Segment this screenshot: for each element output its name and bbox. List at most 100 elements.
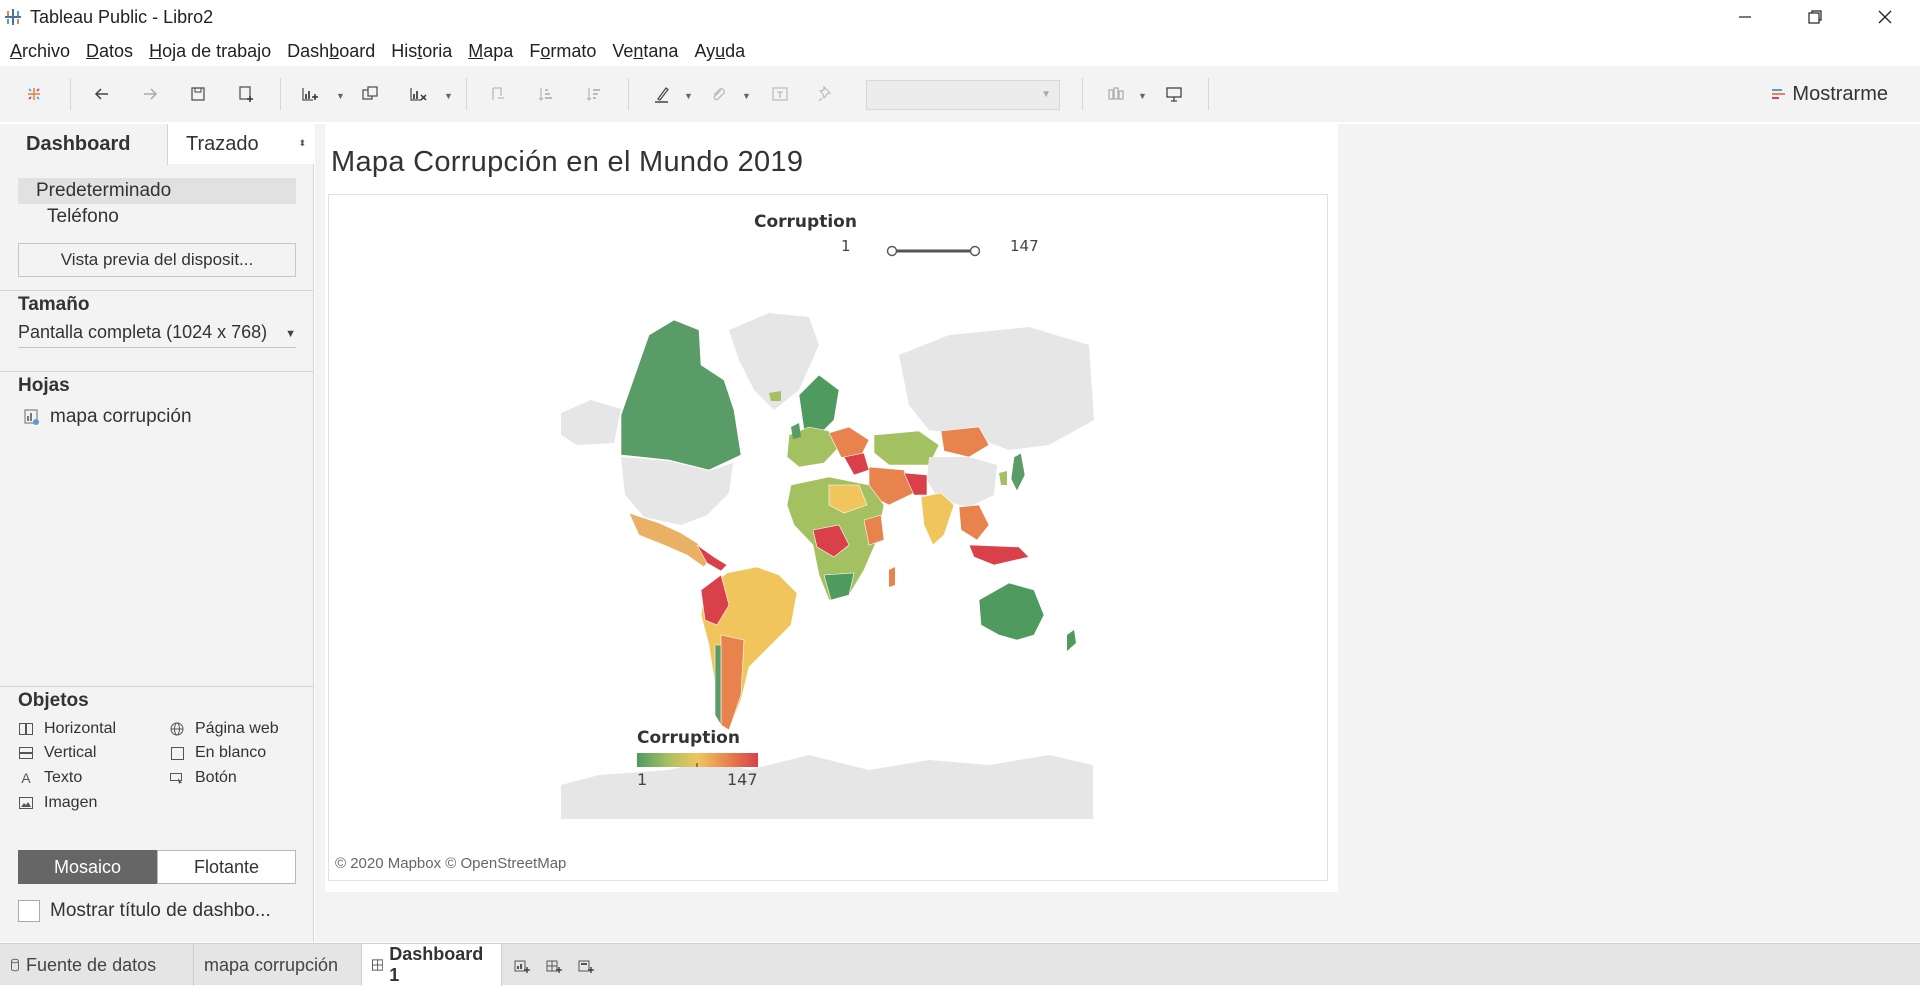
madagascar-shape bbox=[889, 567, 895, 587]
menu-bar: Archivo Datos Hoja de trabajo Dashboard Hist… bbox=[0, 36, 753, 66]
tab-dashboard[interactable]: Dashboard bbox=[0, 124, 168, 165]
menu-formato[interactable]: Formato bbox=[529, 40, 597, 61]
objects-heading: Objetos bbox=[18, 690, 89, 711]
new-sheet-icon bbox=[302, 88, 318, 101]
legend-min: 1 bbox=[637, 770, 647, 789]
save-button[interactable] bbox=[184, 80, 212, 108]
peru-venezuela-shape bbox=[700, 574, 730, 626]
menu-archivo[interactable]: Archivo bbox=[10, 40, 71, 61]
new-worksheet-tab-button[interactable] bbox=[512, 956, 532, 976]
usa-shape bbox=[621, 457, 733, 525]
tab-data-source[interactable]: Fuente de datos bbox=[0, 944, 194, 986]
map-view[interactable]: Corruption 1 147 bbox=[328, 194, 1328, 881]
minimize-icon bbox=[1739, 16, 1751, 18]
text-label-icon bbox=[772, 87, 788, 101]
object-horizontal[interactable]: Horizontal bbox=[18, 720, 116, 738]
undo-button[interactable] bbox=[88, 80, 116, 108]
alaska-shape bbox=[561, 400, 621, 445]
fix-axes-button[interactable] bbox=[812, 80, 840, 108]
view-size-dropdown[interactable]: ▼ bbox=[866, 80, 1060, 110]
new-dashboard-tab-button[interactable] bbox=[544, 956, 564, 976]
world-map[interactable]: Corruption 1 147 bbox=[329, 195, 1327, 845]
presentation-mode-button[interactable] bbox=[1160, 80, 1188, 108]
menu-dashboard[interactable]: Dashboard bbox=[287, 40, 376, 61]
indonesia-shape bbox=[968, 544, 1030, 566]
new-story-tab-button[interactable] bbox=[576, 956, 596, 976]
dashboard-side-panel: Dashboard Trazado ⬍ Predeterminado Teléf… bbox=[0, 124, 314, 942]
tab-dashboard-1[interactable]: Dashboard 1 bbox=[362, 944, 502, 986]
tableau-logo-button[interactable] bbox=[20, 80, 48, 108]
menu-mapa[interactable]: Mapa bbox=[468, 40, 514, 61]
sheet-item-mapa-corrupcion[interactable]: mapa corrupción bbox=[24, 406, 192, 428]
menu-historia[interactable]: Historia bbox=[391, 40, 453, 61]
dashboard-title[interactable]: Mapa Corrupción en el Mundo 2019 bbox=[331, 146, 804, 178]
floating-mode-button[interactable]: Flotante bbox=[157, 850, 296, 884]
australia-shape bbox=[978, 582, 1045, 641]
close-window-button[interactable] bbox=[1850, 0, 1920, 34]
show-me-button[interactable]: Mostrarme bbox=[1772, 83, 1888, 106]
chevron-down-icon[interactable]: ▼ bbox=[742, 91, 751, 101]
minimize-button[interactable] bbox=[1710, 0, 1780, 34]
chevron-down-icon[interactable]: ▼ bbox=[336, 91, 345, 101]
window-title: Tableau Public - Libro2 bbox=[30, 7, 214, 27]
redo-button[interactable] bbox=[136, 80, 164, 108]
eastern-europe-shape bbox=[828, 426, 870, 461]
show-me-label: Mostrarme bbox=[1792, 83, 1888, 105]
checkbox-box[interactable] bbox=[18, 900, 40, 922]
menu-ayuda[interactable]: Ayuda bbox=[694, 40, 746, 61]
clear-sheet-button[interactable] bbox=[404, 80, 432, 108]
device-default[interactable]: Predeterminado bbox=[18, 178, 296, 204]
sort-descending-button[interactable] bbox=[580, 80, 608, 108]
legend-color-ramp[interactable] bbox=[637, 753, 758, 767]
duplicate-sheet-button[interactable] bbox=[356, 80, 384, 108]
highlight-button[interactable] bbox=[648, 80, 676, 108]
object-label: Imagen bbox=[44, 794, 98, 811]
antarctica-shape bbox=[561, 755, 1093, 819]
tab-worksheet[interactable]: mapa corrupción bbox=[194, 944, 362, 986]
sort-ascending-icon bbox=[538, 88, 552, 101]
filter-slider-min-handle[interactable] bbox=[886, 245, 898, 257]
new-worksheet-button[interactable] bbox=[296, 80, 324, 108]
group-members-button[interactable] bbox=[704, 80, 732, 108]
north-africa-shape bbox=[828, 484, 868, 514]
chevron-down-icon[interactable]: ▼ bbox=[684, 91, 693, 101]
uk-shape bbox=[791, 423, 801, 439]
chevron-down-icon: ▼ bbox=[1041, 89, 1051, 100]
object-image[interactable]: Imagen bbox=[18, 794, 97, 812]
central-africa-shape bbox=[812, 524, 850, 558]
arrow-right-icon bbox=[144, 88, 158, 100]
india-shape bbox=[920, 492, 955, 546]
device-preview-button[interactable]: Vista previa del disposit... bbox=[18, 243, 296, 277]
object-button[interactable]: Botón bbox=[169, 769, 237, 787]
object-blank[interactable]: En blanco bbox=[169, 744, 266, 762]
tab-layout[interactable]: Trazado ⬍ bbox=[168, 124, 314, 164]
china-shape bbox=[927, 457, 997, 507]
object-text[interactable]: A Texto bbox=[18, 769, 82, 787]
legend-title: Corruption bbox=[637, 728, 740, 748]
new-datasource-button[interactable] bbox=[232, 80, 260, 108]
object-vertical[interactable]: Vertical bbox=[18, 744, 96, 762]
blank-icon bbox=[169, 745, 185, 761]
map-attribution[interactable]: © 2020 Mapbox © OpenStreetMap bbox=[335, 855, 567, 872]
size-dropdown[interactable]: Pantalla completa (1024 x 768) ▼ bbox=[18, 322, 296, 348]
tab-scroll-icon[interactable]: ⬍ bbox=[298, 138, 306, 148]
swap-rows-columns-button[interactable] bbox=[484, 80, 512, 108]
filter-slider-max-handle[interactable] bbox=[969, 245, 981, 257]
menu-hoja-de-trabajo[interactable]: Hoja de trabajo bbox=[149, 40, 272, 61]
toolbar-separator bbox=[628, 78, 629, 110]
menu-datos[interactable]: Datos bbox=[86, 40, 134, 61]
object-web-page[interactable]: Página web bbox=[169, 720, 279, 738]
globe-icon bbox=[169, 721, 185, 737]
restore-button[interactable] bbox=[1780, 0, 1850, 34]
device-phone[interactable]: Teléfono bbox=[47, 206, 119, 227]
sort-ascending-button[interactable] bbox=[532, 80, 560, 108]
show-mark-labels-button[interactable] bbox=[766, 80, 794, 108]
show-dashboard-title-checkbox[interactable]: Mostrar título de dashbo... bbox=[18, 900, 271, 922]
chevron-down-icon[interactable]: ▼ bbox=[444, 91, 453, 101]
chevron-down-icon[interactable]: ▼ bbox=[1138, 91, 1147, 101]
tab-data-source-label: Fuente de datos bbox=[26, 954, 157, 975]
show-cards-button[interactable] bbox=[1102, 80, 1130, 108]
tableau-app-icon bbox=[5, 9, 21, 25]
menu-ventana[interactable]: Ventana bbox=[612, 40, 679, 61]
tiled-mode-button[interactable]: Mosaico bbox=[18, 850, 157, 884]
